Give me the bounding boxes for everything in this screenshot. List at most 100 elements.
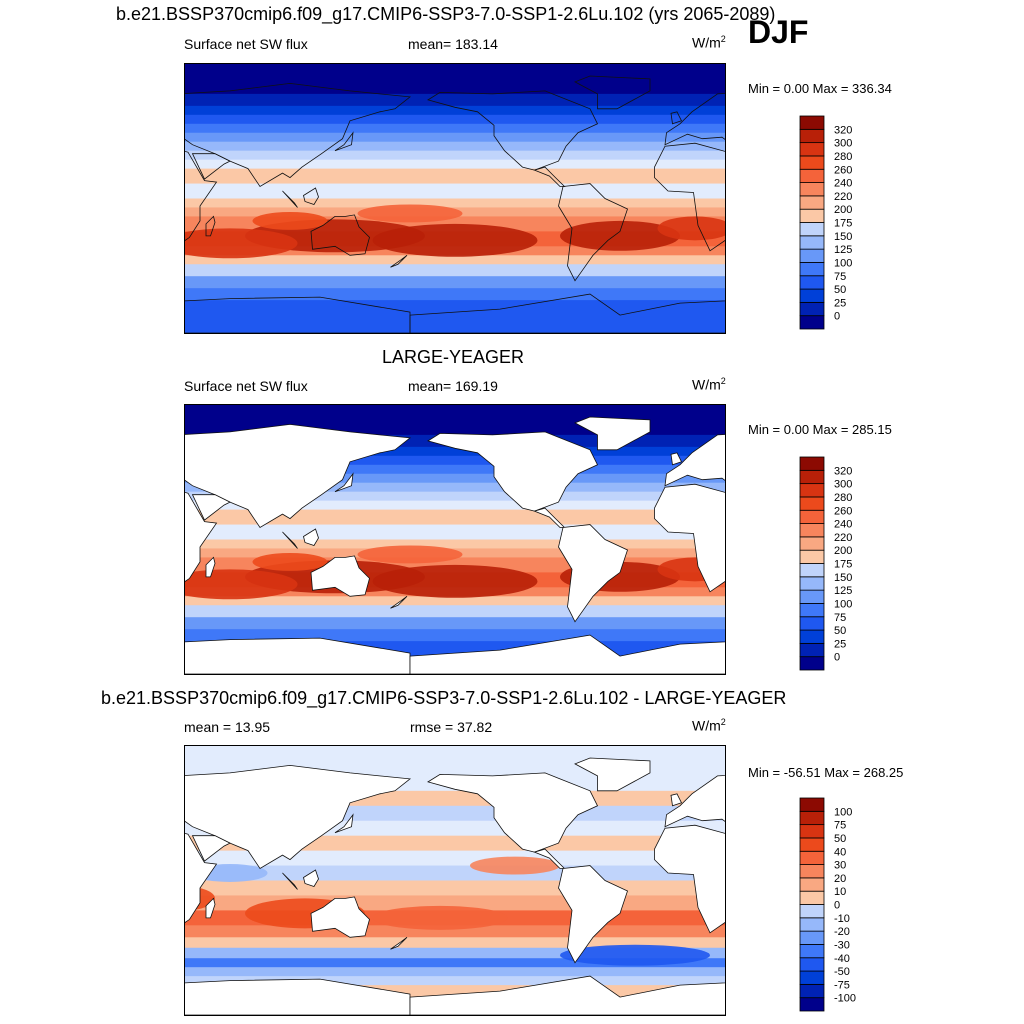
colorbar-tick-label: -30	[834, 939, 850, 951]
panel-2-map	[184, 404, 726, 675]
colorbar-tick-label: 100	[834, 257, 852, 269]
colorbar-tick-label: 25	[834, 638, 846, 650]
colorbar-tick-label: -20	[834, 926, 850, 938]
colorbar-tick-label: -50	[834, 966, 850, 978]
panel-1-map	[184, 63, 726, 334]
colorbar-box	[799, 496, 825, 511]
colorbar-tick-label: 200	[834, 204, 852, 216]
colorbar-box	[799, 275, 825, 290]
colorbar-box	[799, 155, 825, 170]
map-field	[185, 64, 725, 333]
colorbar-tick-label: -40	[834, 953, 850, 965]
colorbar-box	[799, 469, 825, 485]
colorbar-box	[799, 315, 825, 330]
colorbar-tick-label: 75	[834, 271, 846, 283]
colorbar-tick-label: 50	[834, 625, 846, 637]
colorbar-tick-label: 10	[834, 886, 846, 898]
panel-3-units: W/m2	[692, 717, 726, 734]
colorbar-box	[799, 877, 825, 892]
colorbar-tick-label: 75	[834, 612, 846, 624]
colorbar-tick-label: 320	[834, 124, 852, 136]
colorbar-box	[799, 890, 825, 905]
colorbar-tick-label: 260	[834, 505, 852, 517]
colorbar-box	[799, 128, 825, 144]
colorbar-box	[799, 983, 825, 999]
colorbar-tick-label: 280	[834, 151, 852, 163]
colorbar-tick-label: 50	[834, 284, 846, 296]
colorbar-box	[799, 195, 825, 210]
panel-1-title: b.e21.BSSP370cmip6.f09_g17.CMIP6-SSP3-7.…	[116, 4, 776, 24]
colorbar-box	[799, 629, 825, 644]
colorbar-box	[799, 142, 825, 157]
colorbar-tick-label: 75	[834, 820, 846, 832]
colorbar-tick-label: 220	[834, 532, 852, 544]
colorbar-box	[799, 222, 825, 237]
colorbar-tick-label: 150	[834, 231, 852, 243]
colorbar-box	[799, 563, 825, 578]
panel-2-minmax: Min = 0.00 Max = 285.15	[748, 422, 892, 437]
colorbar-tick-label: 150	[834, 572, 852, 584]
colorbar-box	[799, 944, 825, 959]
colorbar-box	[799, 509, 825, 524]
colorbar-tick-label: 175	[834, 218, 852, 230]
colorbar-box	[799, 168, 825, 183]
panel-3-title: b.e21.BSSP370cmip6.f09_g17.CMIP6-SSP3-7.…	[101, 688, 787, 708]
colorbar-box	[799, 208, 825, 223]
colorbar-box	[799, 235, 825, 250]
panel-1-minmax: Min = 0.00 Max = 336.34	[748, 81, 892, 96]
colorbar-box	[799, 262, 825, 277]
panel-1-colorbar: 320 300 280 260 240 220 200 175 150 125 100 75 50 25 0	[799, 115, 870, 331]
colorbar-tick-label: 100	[834, 806, 852, 818]
colorbar-box	[799, 930, 825, 945]
panel-3-minmax: Min = -56.51 Max = 268.25	[748, 765, 904, 780]
colorbar-box	[799, 970, 825, 985]
colorbar-box	[799, 589, 825, 604]
colorbar-tick-label: 280	[834, 492, 852, 504]
colorbar-box	[799, 957, 825, 972]
panel-1-mean-label: mean= 183.14	[408, 36, 498, 52]
colorbar-box	[799, 917, 825, 932]
colorbar-tick-label: 260	[834, 164, 852, 176]
colorbar-tick-label: 240	[834, 519, 852, 531]
colorbar-tick-label: 300	[834, 479, 852, 491]
colorbar-box	[799, 301, 825, 317]
colorbar-box	[799, 904, 825, 919]
colorbar-box	[799, 456, 825, 471]
colorbar-box	[799, 810, 825, 826]
map-field	[185, 405, 725, 674]
panel-2-variable-label: Surface net SW flux	[184, 378, 308, 394]
colorbar-tick-label: 200	[834, 545, 852, 557]
colorbar-box	[799, 483, 825, 498]
colorbar-box	[799, 288, 825, 303]
colorbar-box	[799, 837, 825, 852]
panel-3-mean-label: mean = 13.95	[184, 719, 271, 735]
colorbar-box	[799, 656, 825, 671]
colorbar-box	[799, 850, 825, 865]
panel-2-title: LARGE-YEAGER	[382, 347, 525, 367]
colorbar-box	[799, 603, 825, 618]
colorbar-tick-label: 30	[834, 860, 846, 872]
panel-2-mean-label: mean= 169.19	[408, 378, 498, 394]
colorbar-tick-label: 220	[834, 191, 852, 203]
colorbar-box	[799, 616, 825, 631]
colorbar-tick-label: -100	[834, 993, 856, 1005]
colorbar-box	[799, 523, 825, 538]
colorbar-box	[799, 115, 825, 130]
colorbar-tick-label: 0	[834, 652, 840, 664]
colorbar-tick-label: -75	[834, 979, 850, 991]
colorbar-tick-label: 25	[834, 297, 846, 309]
colorbar-box	[799, 549, 825, 564]
colorbar-box	[799, 182, 825, 197]
panel-1-units: W/m2	[692, 34, 726, 51]
panel-3-colorbar: 100 75 50 40 30 20 10 0 -10 -20 -30 -40 -50 -75 -100	[799, 797, 870, 1013]
colorbar-tick-label: 300	[834, 138, 852, 150]
colorbar-tick-label: 125	[834, 585, 852, 597]
season-label: DJF	[748, 14, 809, 50]
panel-3-rmse-label: rmse = 37.82	[410, 719, 493, 735]
colorbar-box	[799, 864, 825, 879]
panel-1-variable-label: Surface net SW flux	[184, 36, 308, 52]
map-field	[185, 746, 725, 1015]
panel-2-colorbar: 320 300 280 260 240 220 200 175 150 125 100 75 50 25 0	[799, 456, 870, 672]
colorbar-tick-label: 125	[834, 244, 852, 256]
colorbar-tick-label: -10	[834, 913, 850, 925]
